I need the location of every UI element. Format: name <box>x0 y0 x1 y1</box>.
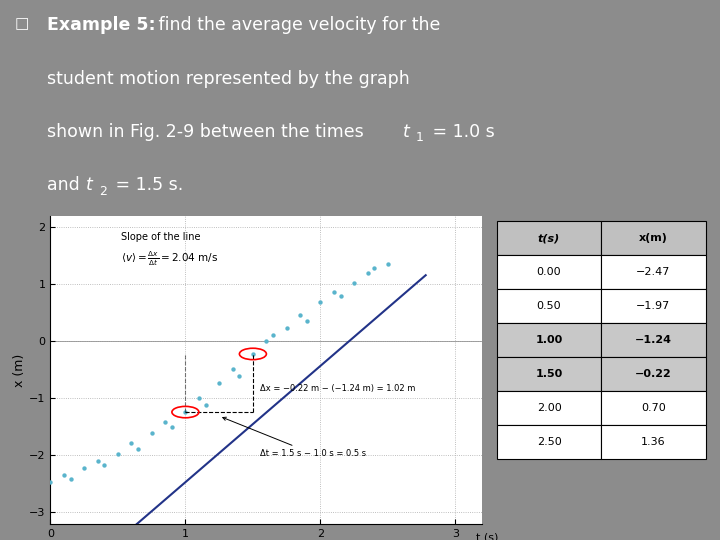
Point <box>126 438 138 447</box>
Bar <box>601 289 706 323</box>
Bar <box>497 323 601 357</box>
Point <box>193 394 204 402</box>
Text: −0.22: −0.22 <box>635 369 672 379</box>
Text: 1.36: 1.36 <box>641 437 666 447</box>
Bar <box>601 391 706 425</box>
Text: t (s): t (s) <box>476 532 498 540</box>
Point <box>180 408 192 416</box>
Point <box>78 464 90 472</box>
Text: find the average velocity for the: find the average velocity for the <box>153 16 441 35</box>
Bar <box>601 323 706 357</box>
Bar <box>497 425 601 459</box>
Text: 0.70: 0.70 <box>641 403 666 413</box>
Point <box>301 316 312 325</box>
Point <box>99 460 110 469</box>
Text: Slope of the line: Slope of the line <box>121 232 200 242</box>
Text: □: □ <box>14 16 29 31</box>
Point <box>261 336 272 345</box>
Point <box>159 418 171 427</box>
Point <box>213 379 225 387</box>
Text: $\langle v \rangle = \frac{\Delta x}{\Delta t} = 2.04\ \mathrm{m/s}$: $\langle v \rangle = \frac{\Delta x}{\De… <box>121 249 218 267</box>
Point <box>247 349 258 358</box>
Point <box>112 449 124 458</box>
Text: Δt = 1.5 s − 1.0 s = 0.5 s: Δt = 1.5 s − 1.0 s = 0.5 s <box>222 417 366 458</box>
Bar <box>601 357 706 391</box>
Text: shown in Fig. 2-9 between the times: shown in Fig. 2-9 between the times <box>47 123 369 141</box>
Text: 0.00: 0.00 <box>536 267 562 278</box>
Text: t: t <box>403 123 410 141</box>
Text: Δx = −0.22 m − (−1.24 m) = 1.02 m: Δx = −0.22 m − (−1.24 m) = 1.02 m <box>260 384 415 393</box>
Bar <box>497 289 601 323</box>
Text: 1.50: 1.50 <box>536 369 562 379</box>
Text: 2.00: 2.00 <box>536 403 562 413</box>
Text: Example 5:: Example 5: <box>47 16 156 35</box>
Point <box>65 475 76 483</box>
Point <box>58 471 70 480</box>
Bar <box>497 391 601 425</box>
Point <box>233 372 245 381</box>
Point <box>281 323 292 332</box>
Text: 2.50: 2.50 <box>536 437 562 447</box>
Text: student motion represented by the graph: student motion represented by the graph <box>47 70 410 88</box>
Text: −1.97: −1.97 <box>636 301 670 311</box>
Text: −2.47: −2.47 <box>636 267 670 278</box>
Bar <box>601 255 706 289</box>
Bar <box>497 357 601 391</box>
Point <box>132 444 144 453</box>
Point <box>227 364 238 373</box>
Point <box>382 260 394 268</box>
Text: −1.24: −1.24 <box>635 335 672 345</box>
Point <box>369 264 380 273</box>
Point <box>200 401 212 409</box>
Text: and: and <box>47 177 85 194</box>
Text: t(s): t(s) <box>538 233 560 244</box>
Point <box>335 292 346 301</box>
Point <box>315 297 326 306</box>
Text: 0.50: 0.50 <box>536 301 562 311</box>
Point <box>328 287 340 296</box>
Text: 1: 1 <box>416 131 424 144</box>
Bar <box>601 425 706 459</box>
Text: t: t <box>86 177 93 194</box>
Point <box>146 428 158 437</box>
Bar <box>601 221 706 255</box>
Point <box>294 310 306 319</box>
Y-axis label: x (m): x (m) <box>13 353 26 387</box>
Text: 1.00: 1.00 <box>536 335 562 345</box>
Bar <box>497 255 601 289</box>
Point <box>45 478 56 487</box>
Text: x(m): x(m) <box>639 233 668 244</box>
Bar <box>497 221 601 255</box>
Point <box>267 330 279 339</box>
Point <box>92 457 104 465</box>
Text: 2: 2 <box>99 185 107 198</box>
Text: = 1.5 s.: = 1.5 s. <box>110 177 184 194</box>
Text: = 1.0 s: = 1.0 s <box>427 123 495 141</box>
Point <box>166 423 178 432</box>
Point <box>348 279 360 287</box>
Point <box>362 269 374 278</box>
